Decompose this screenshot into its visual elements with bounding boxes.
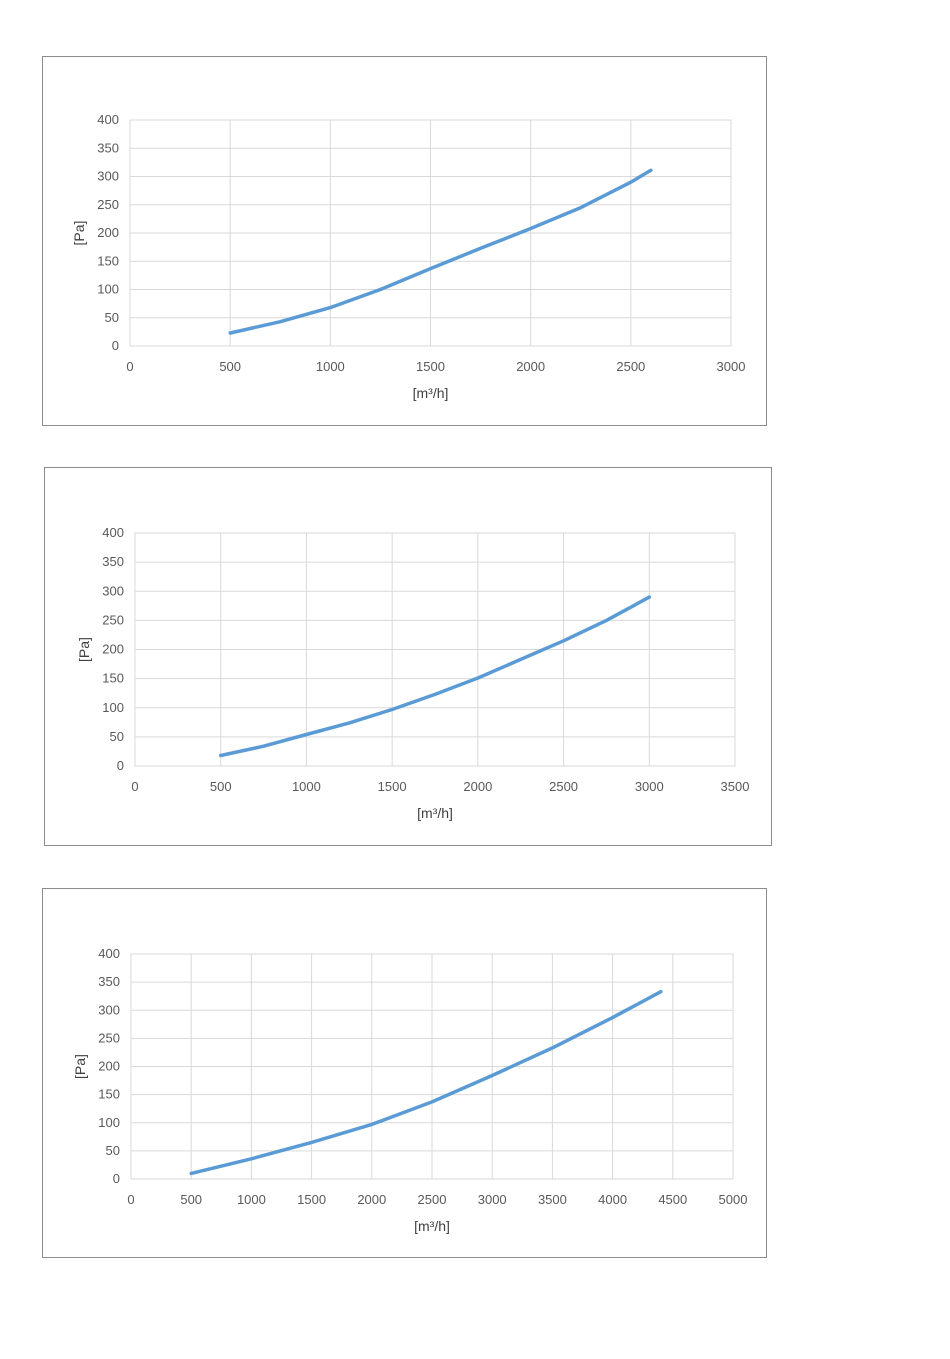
y-tick-label: 400 [102, 525, 124, 540]
y-tick-label: 350 [97, 140, 119, 155]
y-tick-label: 50 [110, 729, 124, 744]
y-tick-label: 100 [98, 1115, 120, 1130]
x-tick-label: 2000 [516, 359, 545, 374]
y-tick-label: 300 [97, 169, 119, 184]
y-tick-label: 50 [105, 310, 119, 325]
y-tick-label: 150 [97, 253, 119, 268]
x-tick-label: 500 [210, 779, 232, 794]
y-tick-label: 200 [102, 642, 124, 657]
y-tick-label: 200 [98, 1059, 120, 1074]
x-tick-label: 500 [219, 359, 241, 374]
pressure-curve-series [228, 168, 653, 335]
y-tick-label: 50 [106, 1143, 120, 1158]
y-tick-label: 400 [97, 112, 119, 127]
x-tick-label: 2500 [418, 1192, 447, 1207]
x-axis-title: [m³/h] [417, 805, 453, 821]
chart-2: 0 50 100 150 200 250 300 350 400 0 500 1000 1500 2000… [76, 525, 750, 821]
y-tick-label: 250 [98, 1030, 120, 1045]
x-tick-label: 1500 [416, 359, 445, 374]
x-tick-label: 3000 [478, 1192, 507, 1207]
y-tick-label: 150 [102, 671, 124, 686]
x-tick-label: 2000 [463, 779, 492, 794]
chart-panel-2: 0 50 100 150 200 250 300 350 400 0 500 1000 1500 2000… [44, 467, 772, 846]
y-tick-label: 350 [102, 554, 124, 569]
x-tick-label: 3000 [635, 779, 664, 794]
chart-panel-3: 0 50 100 150 200 250 300 350 400 0 500 1000 1500 2000… [42, 888, 767, 1258]
x-tick-label: 0 [127, 1192, 134, 1207]
x-tick-label: 1000 [316, 359, 345, 374]
y-tick-label: 250 [102, 612, 124, 627]
x-tick-label: 0 [131, 779, 138, 794]
x-tick-label: 1500 [378, 779, 407, 794]
x-tick-label: 5000 [719, 1192, 748, 1207]
y-tick-label: 0 [113, 1171, 120, 1186]
y-tick-label: 200 [97, 225, 119, 240]
x-tick-label: 2500 [549, 779, 578, 794]
y-tick-label: 300 [102, 583, 124, 598]
chart-1: 0 50 100 150 200 250 300 350 400 0 500 1000 1500 2000… [71, 112, 746, 401]
x-tick-label: 2000 [357, 1192, 386, 1207]
y-tick-label: 350 [98, 974, 120, 989]
y-tick-label: 300 [98, 1002, 120, 1017]
y-tick-label: 0 [112, 338, 119, 353]
y-tick-label: 0 [117, 758, 124, 773]
x-tick-label: 0 [126, 359, 133, 374]
x-tick-label: 2500 [616, 359, 645, 374]
x-tick-label: 1500 [297, 1192, 326, 1207]
x-tick-label: 1000 [292, 779, 321, 794]
x-tick-label: 500 [180, 1192, 202, 1207]
y-tick-label: 100 [97, 282, 119, 297]
pressure-curve-series [218, 595, 652, 758]
x-tick-label: 4500 [658, 1192, 687, 1207]
x-tick-label: 4000 [598, 1192, 627, 1207]
y-tick-label: 250 [97, 197, 119, 212]
y-axis-title: [Pa] [76, 637, 92, 662]
x-tick-label: 3500 [721, 779, 750, 794]
pressure-curve-series [189, 989, 663, 1176]
x-tick-label: 3500 [538, 1192, 567, 1207]
y-axis-title: [Pa] [71, 221, 87, 246]
y-tick-label: 150 [98, 1087, 120, 1102]
y-tick-label: 400 [98, 946, 120, 961]
chart-panel-1: 0 50 100 150 200 250 300 350 400 0 500 1000 1500 2000… [42, 56, 767, 426]
y-tick-label: 100 [102, 700, 124, 715]
x-axis-title: [m³/h] [413, 385, 449, 401]
y-axis-title: [Pa] [72, 1054, 88, 1079]
x-axis-title: [m³/h] [414, 1218, 450, 1234]
x-tick-label: 3000 [717, 359, 746, 374]
x-tick-label: 1000 [237, 1192, 266, 1207]
